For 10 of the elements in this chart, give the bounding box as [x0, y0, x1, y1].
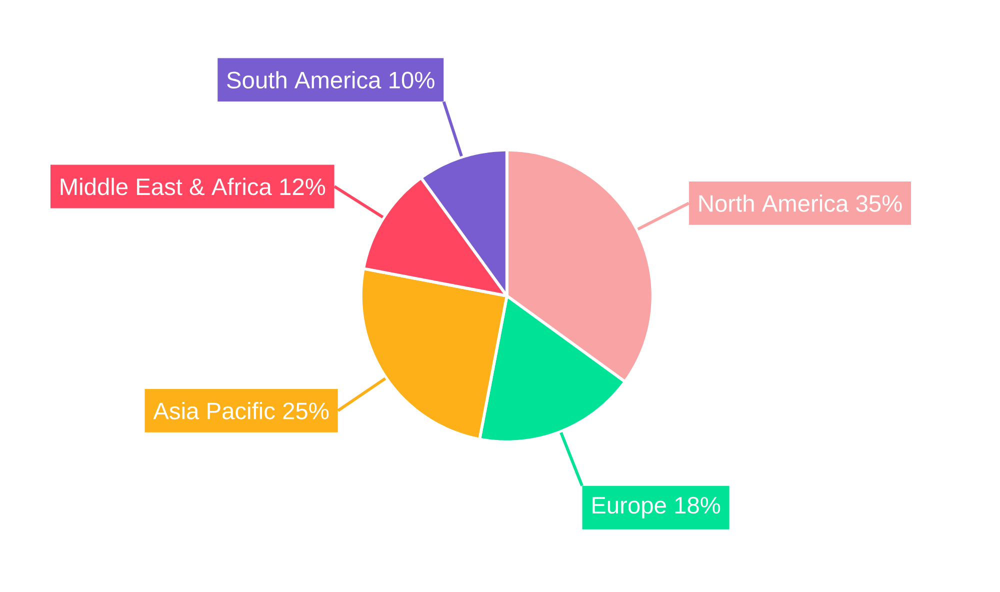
slice-label: South America [227, 71, 382, 89]
data-label: 35% [856, 195, 902, 212]
slice-label: Europe [592, 497, 666, 518]
slice-label: Middle East & Africa [60, 178, 272, 196]
data-label: 18% [675, 497, 720, 514]
data-label: 10% [390, 72, 434, 89]
slice-label: Asia Pacific [153, 402, 275, 420]
data-label: 25% [283, 402, 329, 420]
data-label: 12% [280, 178, 326, 196]
slice-label: North America [699, 194, 849, 212]
